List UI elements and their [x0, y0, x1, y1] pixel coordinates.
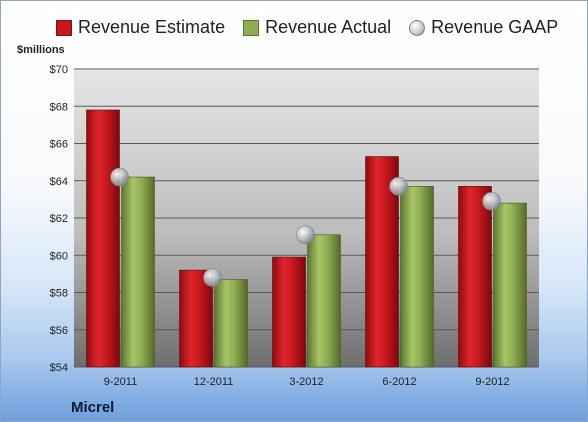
y-tick-label: $70 — [50, 64, 68, 76]
legend-swatch-gaap — [409, 19, 426, 36]
legend-item-gaap: Revenue GAAP — [409, 17, 558, 38]
bar-revenue-actual — [400, 186, 434, 368]
x-tick-label: 6-2012 — [382, 376, 416, 388]
legend-label-estimate: Revenue Estimate — [78, 17, 226, 37]
point-revenue-gaap — [389, 177, 408, 196]
y-tick-label: $54 — [50, 362, 68, 374]
x-tick-label: 3-2012 — [289, 376, 323, 388]
y-tick-label: $64 — [50, 176, 68, 188]
legend-swatch-actual — [243, 19, 260, 36]
legend-item-estimate: Revenue Estimate — [56, 17, 225, 38]
y-axis-unit-label: $millions — [17, 44, 65, 56]
bar-revenue-actual — [493, 202, 527, 368]
bar-revenue-estimate — [86, 109, 120, 368]
bar-revenue-actual — [307, 234, 341, 368]
bar-revenue-actual — [214, 279, 248, 368]
y-tick-label: $60 — [50, 250, 68, 262]
legend-item-actual: Revenue Actual — [243, 17, 391, 38]
x-tick-label: 12-2011 — [194, 376, 234, 388]
bar-revenue-estimate — [458, 186, 492, 368]
bar-revenue-estimate — [272, 256, 306, 368]
point-revenue-gaap — [203, 268, 222, 287]
x-tick-label: 9-2012 — [475, 376, 509, 388]
y-tick-label: $66 — [50, 139, 68, 151]
x-tick-label: 9-2011 — [104, 376, 137, 388]
chart-legend: Revenue Estimate Revenue Actual Revenue … — [56, 17, 558, 38]
point-revenue-gaap — [296, 225, 315, 245]
y-tick-label: $62 — [50, 213, 68, 225]
y-tick-label: $56 — [50, 325, 68, 337]
company-name: Micrel — [71, 399, 115, 416]
y-tick-label: $68 — [50, 101, 68, 113]
point-revenue-gaap — [482, 191, 501, 211]
point-revenue-gaap — [110, 167, 129, 187]
legend-swatch-estimate — [56, 19, 72, 36]
y-tick-label: $58 — [50, 288, 68, 300]
bar-revenue-estimate — [179, 269, 213, 368]
bar-revenue-actual — [121, 176, 155, 368]
legend-label-actual: Revenue Actual — [265, 17, 392, 37]
legend-label-gaap: Revenue GAAP — [431, 17, 559, 37]
